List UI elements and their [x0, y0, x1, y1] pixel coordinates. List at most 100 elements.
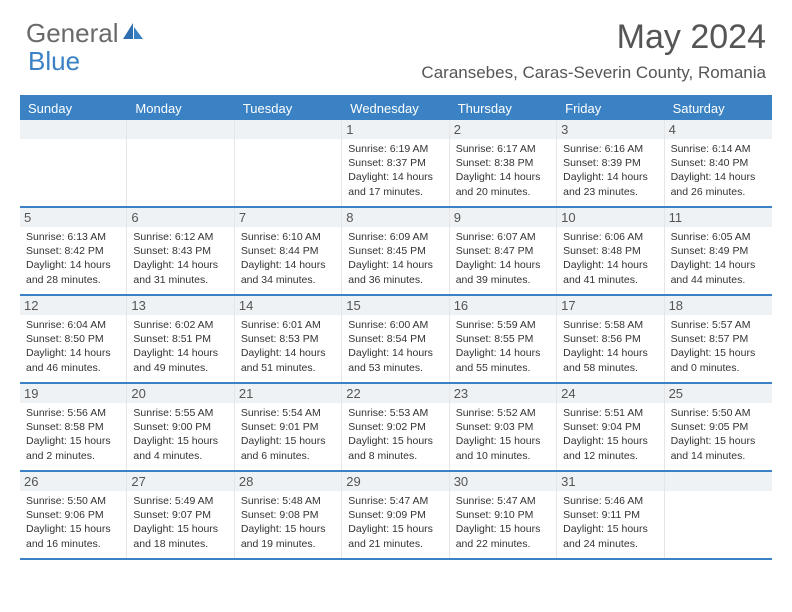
sunset-text: Sunset: 9:01 PM	[241, 420, 335, 434]
sunset-text: Sunset: 9:10 PM	[456, 508, 550, 522]
sunset-text: Sunset: 9:06 PM	[26, 508, 120, 522]
daylight-text: and 58 minutes.	[563, 361, 657, 375]
daylight-text: and 6 minutes.	[241, 449, 335, 463]
daylight-text: and 12 minutes.	[563, 449, 657, 463]
daylight-text: and 23 minutes.	[563, 185, 657, 199]
sunrise-text: Sunrise: 6:05 AM	[671, 230, 766, 244]
daylight-text: and 19 minutes.	[241, 537, 335, 551]
day-cell: 15Sunrise: 6:00 AMSunset: 8:54 PMDayligh…	[342, 296, 449, 382]
daylight-text: and 22 minutes.	[456, 537, 550, 551]
sunset-text: Sunset: 8:55 PM	[456, 332, 550, 346]
day-header: Thursday	[450, 97, 557, 120]
day-number: 13	[127, 296, 233, 315]
daylight-text: and 14 minutes.	[671, 449, 766, 463]
daylight-text: and 55 minutes.	[456, 361, 550, 375]
sunrise-text: Sunrise: 5:50 AM	[671, 406, 766, 420]
day-cell: 31Sunrise: 5:46 AMSunset: 9:11 PMDayligh…	[557, 472, 664, 558]
day-number: 9	[450, 208, 556, 227]
day-number: 25	[665, 384, 772, 403]
logo: General	[26, 18, 145, 49]
sunrise-text: Sunrise: 5:51 AM	[563, 406, 657, 420]
week-row: 19Sunrise: 5:56 AMSunset: 8:58 PMDayligh…	[20, 384, 772, 472]
daylight-text: and 39 minutes.	[456, 273, 550, 287]
daylight-text: and 41 minutes.	[563, 273, 657, 287]
day-number: 24	[557, 384, 663, 403]
daylight-text: and 20 minutes.	[456, 185, 550, 199]
day-cell	[665, 472, 772, 558]
day-header: Tuesday	[235, 97, 342, 120]
sunset-text: Sunset: 8:48 PM	[563, 244, 657, 258]
daylight-text: and 16 minutes.	[26, 537, 120, 551]
sunrise-text: Sunrise: 5:48 AM	[241, 494, 335, 508]
sunrise-text: Sunrise: 5:47 AM	[348, 494, 442, 508]
day-cell	[127, 120, 234, 206]
day-number: 31	[557, 472, 663, 491]
weeks-grid: 1Sunrise: 6:19 AMSunset: 8:37 PMDaylight…	[20, 120, 772, 560]
day-cell: 17Sunrise: 5:58 AMSunset: 8:56 PMDayligh…	[557, 296, 664, 382]
daylight-text: Daylight: 15 hours	[241, 522, 335, 536]
day-cell: 3Sunrise: 6:16 AMSunset: 8:39 PMDaylight…	[557, 120, 664, 206]
sunrise-text: Sunrise: 6:16 AM	[563, 142, 657, 156]
sunrise-text: Sunrise: 6:13 AM	[26, 230, 120, 244]
day-header: Friday	[557, 97, 664, 120]
day-cell: 23 Sunrise: 5:52 AMSunset: 9:03 PMDayligh…	[450, 384, 557, 470]
daylight-text: Daylight: 15 hours	[26, 434, 120, 448]
sunset-text: Sunset: 8:47 PM	[456, 244, 550, 258]
logo-text-1: General	[26, 18, 119, 49]
day-cell: 28Sunrise: 5:48 AMSunset: 9:08 PMDayligh…	[235, 472, 342, 558]
sunrise-text: Sunrise: 6:17 AM	[456, 142, 550, 156]
day-number: 23	[450, 384, 556, 403]
sunrise-text: Sunrise: 6:04 AM	[26, 318, 120, 332]
day-cell: 12Sunrise: 6:04 AMSunset: 8:50 PMDayligh…	[20, 296, 127, 382]
sunrise-text: Sunrise: 5:52 AM	[456, 406, 550, 420]
day-cell: 1Sunrise: 6:19 AMSunset: 8:37 PMDaylight…	[342, 120, 449, 206]
week-row: 1Sunrise: 6:19 AMSunset: 8:37 PMDaylight…	[20, 120, 772, 208]
sunset-text: Sunset: 9:03 PM	[456, 420, 550, 434]
daylight-text: and 53 minutes.	[348, 361, 442, 375]
day-cell: 4Sunrise: 6:14 AMSunset: 8:40 PMDaylight…	[665, 120, 772, 206]
day-number: 14	[235, 296, 341, 315]
day-number: 1	[342, 120, 448, 139]
day-number: 26	[20, 472, 126, 491]
day-cell: 7Sunrise: 6:10 AMSunset: 8:44 PMDaylight…	[235, 208, 342, 294]
week-row: 12Sunrise: 6:04 AMSunset: 8:50 PMDayligh…	[20, 296, 772, 384]
week-row: 5Sunrise: 6:13 AMSunset: 8:42 PMDaylight…	[20, 208, 772, 296]
daylight-text: Daylight: 15 hours	[26, 522, 120, 536]
daylight-text: and 8 minutes.	[348, 449, 442, 463]
week-row: 26Sunrise: 5:50 AMSunset: 9:06 PMDayligh…	[20, 472, 772, 560]
title-block: May 2024 Caransebes, Caras-Severin Count…	[421, 18, 766, 83]
logo-text-2: Blue	[28, 46, 80, 77]
sunset-text: Sunset: 8:40 PM	[671, 156, 766, 170]
daylight-text: Daylight: 15 hours	[348, 434, 442, 448]
sunrise-text: Sunrise: 5:55 AM	[133, 406, 227, 420]
sunset-text: Sunset: 8:38 PM	[456, 156, 550, 170]
sunset-text: Sunset: 8:51 PM	[133, 332, 227, 346]
daylight-text: Daylight: 15 hours	[671, 346, 766, 360]
daylight-text: Daylight: 15 hours	[456, 434, 550, 448]
day-cell	[235, 120, 342, 206]
daylight-text: Daylight: 14 hours	[563, 170, 657, 184]
day-header: Monday	[127, 97, 234, 120]
sunrise-text: Sunrise: 5:57 AM	[671, 318, 766, 332]
sunset-text: Sunset: 8:54 PM	[348, 332, 442, 346]
daylight-text: and 46 minutes.	[26, 361, 120, 375]
day-number: 6	[127, 208, 233, 227]
day-number: 10	[557, 208, 663, 227]
daylight-text: Daylight: 14 hours	[563, 258, 657, 272]
daylight-text: Daylight: 14 hours	[26, 346, 120, 360]
sunset-text: Sunset: 8:37 PM	[348, 156, 442, 170]
day-number: 22	[342, 384, 448, 403]
daylight-text: Daylight: 14 hours	[26, 258, 120, 272]
day-number: 7	[235, 208, 341, 227]
sunrise-text: Sunrise: 6:14 AM	[671, 142, 766, 156]
daylight-text: and 21 minutes.	[348, 537, 442, 551]
day-header: Saturday	[665, 97, 772, 120]
day-number: 20	[127, 384, 233, 403]
daylight-text: and 2 minutes.	[26, 449, 120, 463]
daylight-text: Daylight: 14 hours	[563, 346, 657, 360]
sunset-text: Sunset: 8:44 PM	[241, 244, 335, 258]
sunrise-text: Sunrise: 6:12 AM	[133, 230, 227, 244]
daylight-text: Daylight: 14 hours	[241, 346, 335, 360]
day-cell: 9Sunrise: 6:07 AMSunset: 8:47 PMDaylight…	[450, 208, 557, 294]
day-number: 3	[557, 120, 663, 139]
